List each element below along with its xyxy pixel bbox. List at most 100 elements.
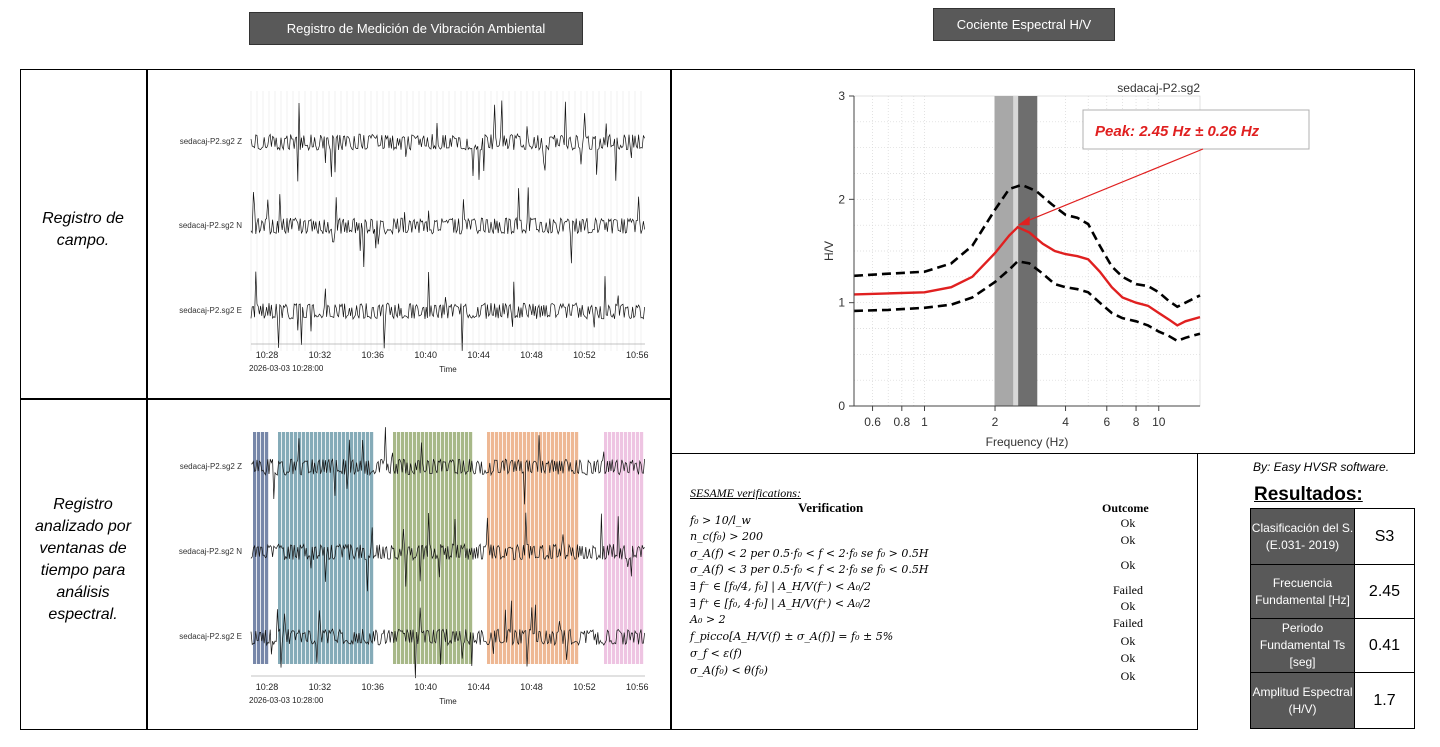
time-window [449,432,453,664]
time-axis-label: Time [439,697,457,706]
x-tick-label: 8 [1133,415,1140,429]
time-window [286,432,290,664]
outcome-header: Outcome [1102,501,1149,515]
hv-mean-curve [853,225,1201,327]
result-value: 2.45 [1354,564,1415,619]
sesame-title: SESAME verifications: [690,486,801,500]
result-value: 0.41 [1354,618,1415,673]
outcome-2: Ok [1120,558,1136,572]
software-credit: By: Easy HVSR software. [1253,460,1390,474]
time-window [503,432,507,664]
time-window [575,432,579,664]
result-value: S3 [1354,508,1415,565]
time-window [393,432,397,664]
time-window [413,432,417,664]
time-window [334,432,338,664]
time-window [555,432,559,664]
time-window [543,432,547,664]
waveform-trace [250,100,645,182]
criterion-5: ∃ f⁺ ∈ [f₀, 4·f₀] | A_H/V(f⁺) < A₀/2 [690,597,871,610]
time-tick-label: 10:52 [573,682,596,692]
time-window [491,432,495,664]
y-tick-label: 0 [838,399,845,413]
criterion-3: σ_A(f) < 3 per 0.5·f₀ < f < 2·f₀ se f₀ <… [690,563,929,576]
waveform-trace [250,512,645,592]
time-window [362,432,366,664]
x-tick-label: 4 [1062,415,1069,429]
criterion-8: σ_f < ε(f) [690,647,742,660]
time-window [628,432,632,664]
time-window [547,432,551,664]
criterion-2: σ_A(f) < 2 per 0.5·f₀ < f < 2·f₀ se f₀ >… [690,547,929,560]
time-window [310,432,314,664]
waveform-trace [250,427,645,505]
x-tick-label: 2 [992,415,999,429]
time-window [437,432,441,664]
header-right: Cociente Espectral H/V [933,8,1115,41]
result-row-amplitude: Amplitud Espectral (H/V) 1.7 [1250,672,1415,729]
criterion-1: n_c(f₀) > 200 [690,530,764,543]
time-window [457,432,461,664]
time-window [302,432,306,664]
outcome-1: Ok [1120,533,1136,547]
start-time-label: 2026-03-03 10:28:00 [249,364,324,373]
outcome-8: Ok [1120,669,1136,683]
channel-label: sedacaj-P2.sg2 N [179,221,242,230]
time-tick-label: 10:36 [362,682,385,692]
time-window [290,432,294,664]
time-window [318,432,322,664]
sesame-block: SESAME verifications: Verification Outco… [690,486,1180,706]
result-value: 1.7 [1354,672,1415,729]
time-window [469,432,473,664]
waveform-trace [250,600,645,679]
time-window [499,432,503,664]
time-window [624,432,628,664]
outcome-6: Ok [1120,634,1136,648]
x-tick-label: 0.6 [864,415,881,429]
x-tick-label: 1 [921,415,928,429]
channel-label: sedacaj-P2.sg2 Z [180,462,242,471]
time-window [535,432,539,664]
y-axis-label: H/V [822,241,836,261]
result-row-frequency: Frecuencia Fundamental [Hz] 2.45 [1250,564,1415,619]
chart-title: sedacaj-P2.sg2 [1117,81,1200,95]
time-tick-label: 10:56 [626,350,649,360]
time-window [397,432,401,664]
waveform-panel-field: sedacaj-P2.sg2 Z sedacaj-P2.sg2 N sedacaj-… [179,91,649,374]
time-window [519,432,523,664]
outcome-4: Ok [1120,599,1136,613]
time-window [346,432,350,664]
time-window [551,432,555,664]
time-window [604,432,608,664]
time-window [354,432,358,664]
time-window [465,432,469,664]
time-window [265,432,269,664]
criterion-6: A₀ > 2 [690,613,726,626]
time-tick-label: 10:28 [256,682,279,692]
result-key: Amplitud Espectral (H/V) [1250,672,1355,729]
time-window [632,432,636,664]
channel-label: sedacaj-P2.sg2 E [179,306,242,315]
time-window [417,432,421,664]
hv-chart: 0 1 2 3 0.6 0.8 1 2 4 6 8 10 Frequency (Hz) H/V sedaca… [822,81,1310,449]
criterion-7: f_picco[A_H/V(f) ± σ_A(f)] = f₀ ± 5% [690,630,894,643]
time-window [539,432,543,664]
header-left: Registro de Medición de Vibración Ambien… [249,12,583,45]
sesame-panel-frame [671,453,1198,730]
result-key: Periodo Fundamental Ts [seg] [1250,618,1355,673]
time-window [616,432,620,664]
outcome-5: Failed [1113,616,1143,630]
result-row-period: Periodo Fundamental Ts [seg] 0.41 [1250,618,1415,673]
x-axis-label: Frequency (Hz) [986,435,1069,449]
criterion-9: σ_A(f₀) < θ(f₀) [690,664,768,677]
waveform-panel-windows: sedacaj-P2.sg2 Z sedacaj-P2.sg2 N sedacaj-… [179,427,649,706]
time-window [441,432,445,664]
time-window [342,432,346,664]
row-label-campo: Registro de campo. [42,210,124,249]
time-tick-label: 10:28 [256,350,279,360]
time-tick-label: 10:52 [573,350,596,360]
time-window [294,432,298,664]
channel-label: sedacaj-P2.sg2 Z [180,137,242,146]
x-tick-label: 10 [1152,415,1166,429]
time-window [370,432,374,664]
